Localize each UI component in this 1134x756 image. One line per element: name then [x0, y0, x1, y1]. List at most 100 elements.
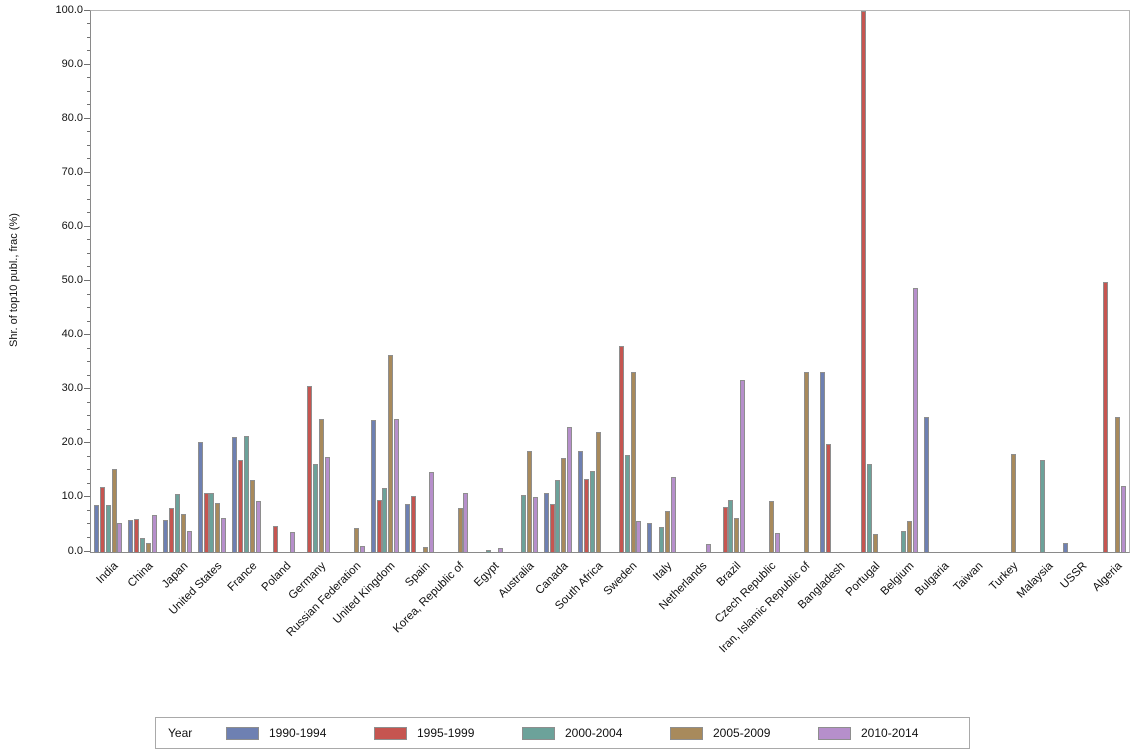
- bar-2005-2009-turkey: [1011, 453, 1017, 552]
- legend-item: 2000-2004: [522, 726, 670, 740]
- bar-2010-2014-japan: [186, 531, 192, 552]
- bar-2005-2009-france: [249, 479, 255, 552]
- y-minor-tick: [87, 415, 90, 417]
- y-minor-tick: [87, 23, 90, 25]
- bar-2000-2004-japan: [174, 494, 180, 552]
- y-minor-tick: [87, 293, 90, 295]
- bar-1995-1999-japan: [168, 508, 174, 552]
- bar-1990-1994-italy: [647, 522, 653, 552]
- bar-2005-2009-china: [146, 542, 152, 552]
- bar-2000-2004-italy: [659, 526, 665, 552]
- legend-swatch: [522, 726, 555, 740]
- bar-1995-1999-portugal: [860, 11, 866, 552]
- bar-1995-1999-spain: [411, 495, 417, 552]
- y-tick-label: 70.0: [61, 165, 83, 178]
- bar-2005-2009-canada: [561, 457, 567, 552]
- y-minor-tick: [87, 144, 90, 146]
- y-tick-label: 50.0: [61, 274, 83, 286]
- legend-box: Year 1990-1994 1995-1999 2000-2004 2005-200…: [155, 717, 970, 749]
- y-major-tick: [84, 388, 90, 390]
- bar-2000-2004-united-kingdom: [382, 487, 388, 552]
- bar-1995-1999-germany: [307, 385, 313, 552]
- y-major-tick: [84, 334, 90, 336]
- bar-2010-2014-germany: [325, 457, 330, 552]
- bar-2010-2014-egypt: [498, 548, 503, 552]
- y-tick-label: 0.0: [67, 544, 83, 557]
- y-tick-label: 80.0: [61, 111, 83, 124]
- y-tick-label: 30.0: [61, 382, 83, 395]
- bar-2010-2014-india: [117, 523, 123, 552]
- legend-label: 2005-2009: [713, 726, 771, 740]
- bar-2000-2004-canada: [555, 480, 561, 552]
- bar-1995-1999-united-kingdom: [376, 500, 382, 552]
- legend-swatch: [670, 726, 703, 740]
- bar-2005-2009-united-states: [215, 503, 221, 552]
- bar-2010-2014-italy: [671, 476, 676, 552]
- bar-1990-1994-south-africa: [578, 450, 584, 552]
- y-minor-tick: [87, 401, 90, 403]
- legend-label: 2010-2014: [861, 726, 919, 740]
- legend-label: 1995-1999: [417, 726, 475, 740]
- bar-2005-2009-japan: [180, 513, 186, 552]
- bar-2000-2004-france: [244, 435, 249, 552]
- bar-2005-2009-algeria: [1114, 416, 1120, 552]
- bar-2010-2014-korea-republic-of: [463, 492, 469, 552]
- bar-1990-1994-canada: [543, 493, 549, 552]
- y-minor-tick: [87, 36, 90, 38]
- legend-item: 2010-2014: [818, 726, 966, 740]
- plot-area: [90, 10, 1130, 553]
- bar-2000-2004-malaysia: [1039, 460, 1045, 552]
- bar-2005-2009-india: [111, 469, 117, 552]
- bar-2005-2009-australia: [526, 450, 532, 552]
- bar-2010-2014-algeria: [1120, 486, 1126, 552]
- bar-1995-1999-bangladesh: [826, 443, 832, 552]
- bar-2010-2014-united-states: [221, 518, 227, 552]
- legend-label: 1990-1994: [269, 726, 327, 740]
- bar-2000-2004-brazil: [728, 500, 734, 552]
- y-minor-tick: [87, 252, 90, 254]
- bar-2000-2004-south-africa: [590, 471, 595, 552]
- bar-2005-2009-russian-federation: [353, 527, 359, 552]
- bar-1990-1994-france: [232, 436, 238, 552]
- y-minor-tick: [87, 104, 90, 106]
- bar-2005-2009-czech-republic: [768, 501, 774, 552]
- bar-2000-2004-germany: [313, 464, 319, 552]
- bar-1995-1999-canada: [549, 503, 555, 552]
- y-minor-tick: [87, 131, 90, 133]
- y-tick-label: 60.0: [61, 219, 83, 232]
- bar-2005-2009-portugal: [872, 533, 878, 552]
- bar-1990-1994-ussr: [1062, 542, 1068, 552]
- bar-1995-1999-sweden: [618, 346, 624, 552]
- legend-title: Year: [168, 726, 193, 740]
- bar-1995-1999-poland: [272, 525, 278, 552]
- bar-2010-2014-belgium: [913, 288, 919, 552]
- bar-2010-2014-czech-republic: [774, 533, 780, 552]
- bar-1990-1994-bangladesh: [820, 371, 826, 552]
- y-minor-tick: [87, 212, 90, 214]
- y-major-tick: [84, 225, 90, 227]
- bar-1990-1994-japan: [163, 519, 168, 552]
- y-minor-tick: [87, 482, 90, 484]
- y-minor-tick: [87, 509, 90, 511]
- x-category-label: United States: [167, 560, 225, 618]
- bar-2000-2004-china: [140, 538, 146, 552]
- legend-swatch: [818, 726, 851, 740]
- bar-2005-2009-united-kingdom: [388, 355, 394, 552]
- legend-item: 1995-1999: [374, 726, 522, 740]
- y-major-tick: [84, 550, 90, 552]
- bar-1995-1999-india: [99, 487, 105, 552]
- bar-2010-2014-spain: [428, 471, 434, 552]
- bar-1995-1999-united-states: [203, 492, 209, 552]
- bar-2000-2004-portugal: [866, 463, 872, 552]
- x-category-label: Belgium: [878, 560, 917, 598]
- bar-2005-2009-germany: [319, 419, 325, 552]
- y-minor-tick: [87, 374, 90, 376]
- bar-2005-2009-korea-republic-of: [457, 507, 463, 552]
- bar-1995-1999-algeria: [1103, 281, 1109, 552]
- y-major-tick: [84, 9, 90, 11]
- bar-2010-2014-poland: [290, 531, 296, 552]
- bar-2010-2014-brazil: [740, 379, 746, 552]
- bar-2000-2004-australia: [520, 495, 526, 552]
- y-minor-tick: [87, 158, 90, 160]
- y-minor-tick: [87, 239, 90, 241]
